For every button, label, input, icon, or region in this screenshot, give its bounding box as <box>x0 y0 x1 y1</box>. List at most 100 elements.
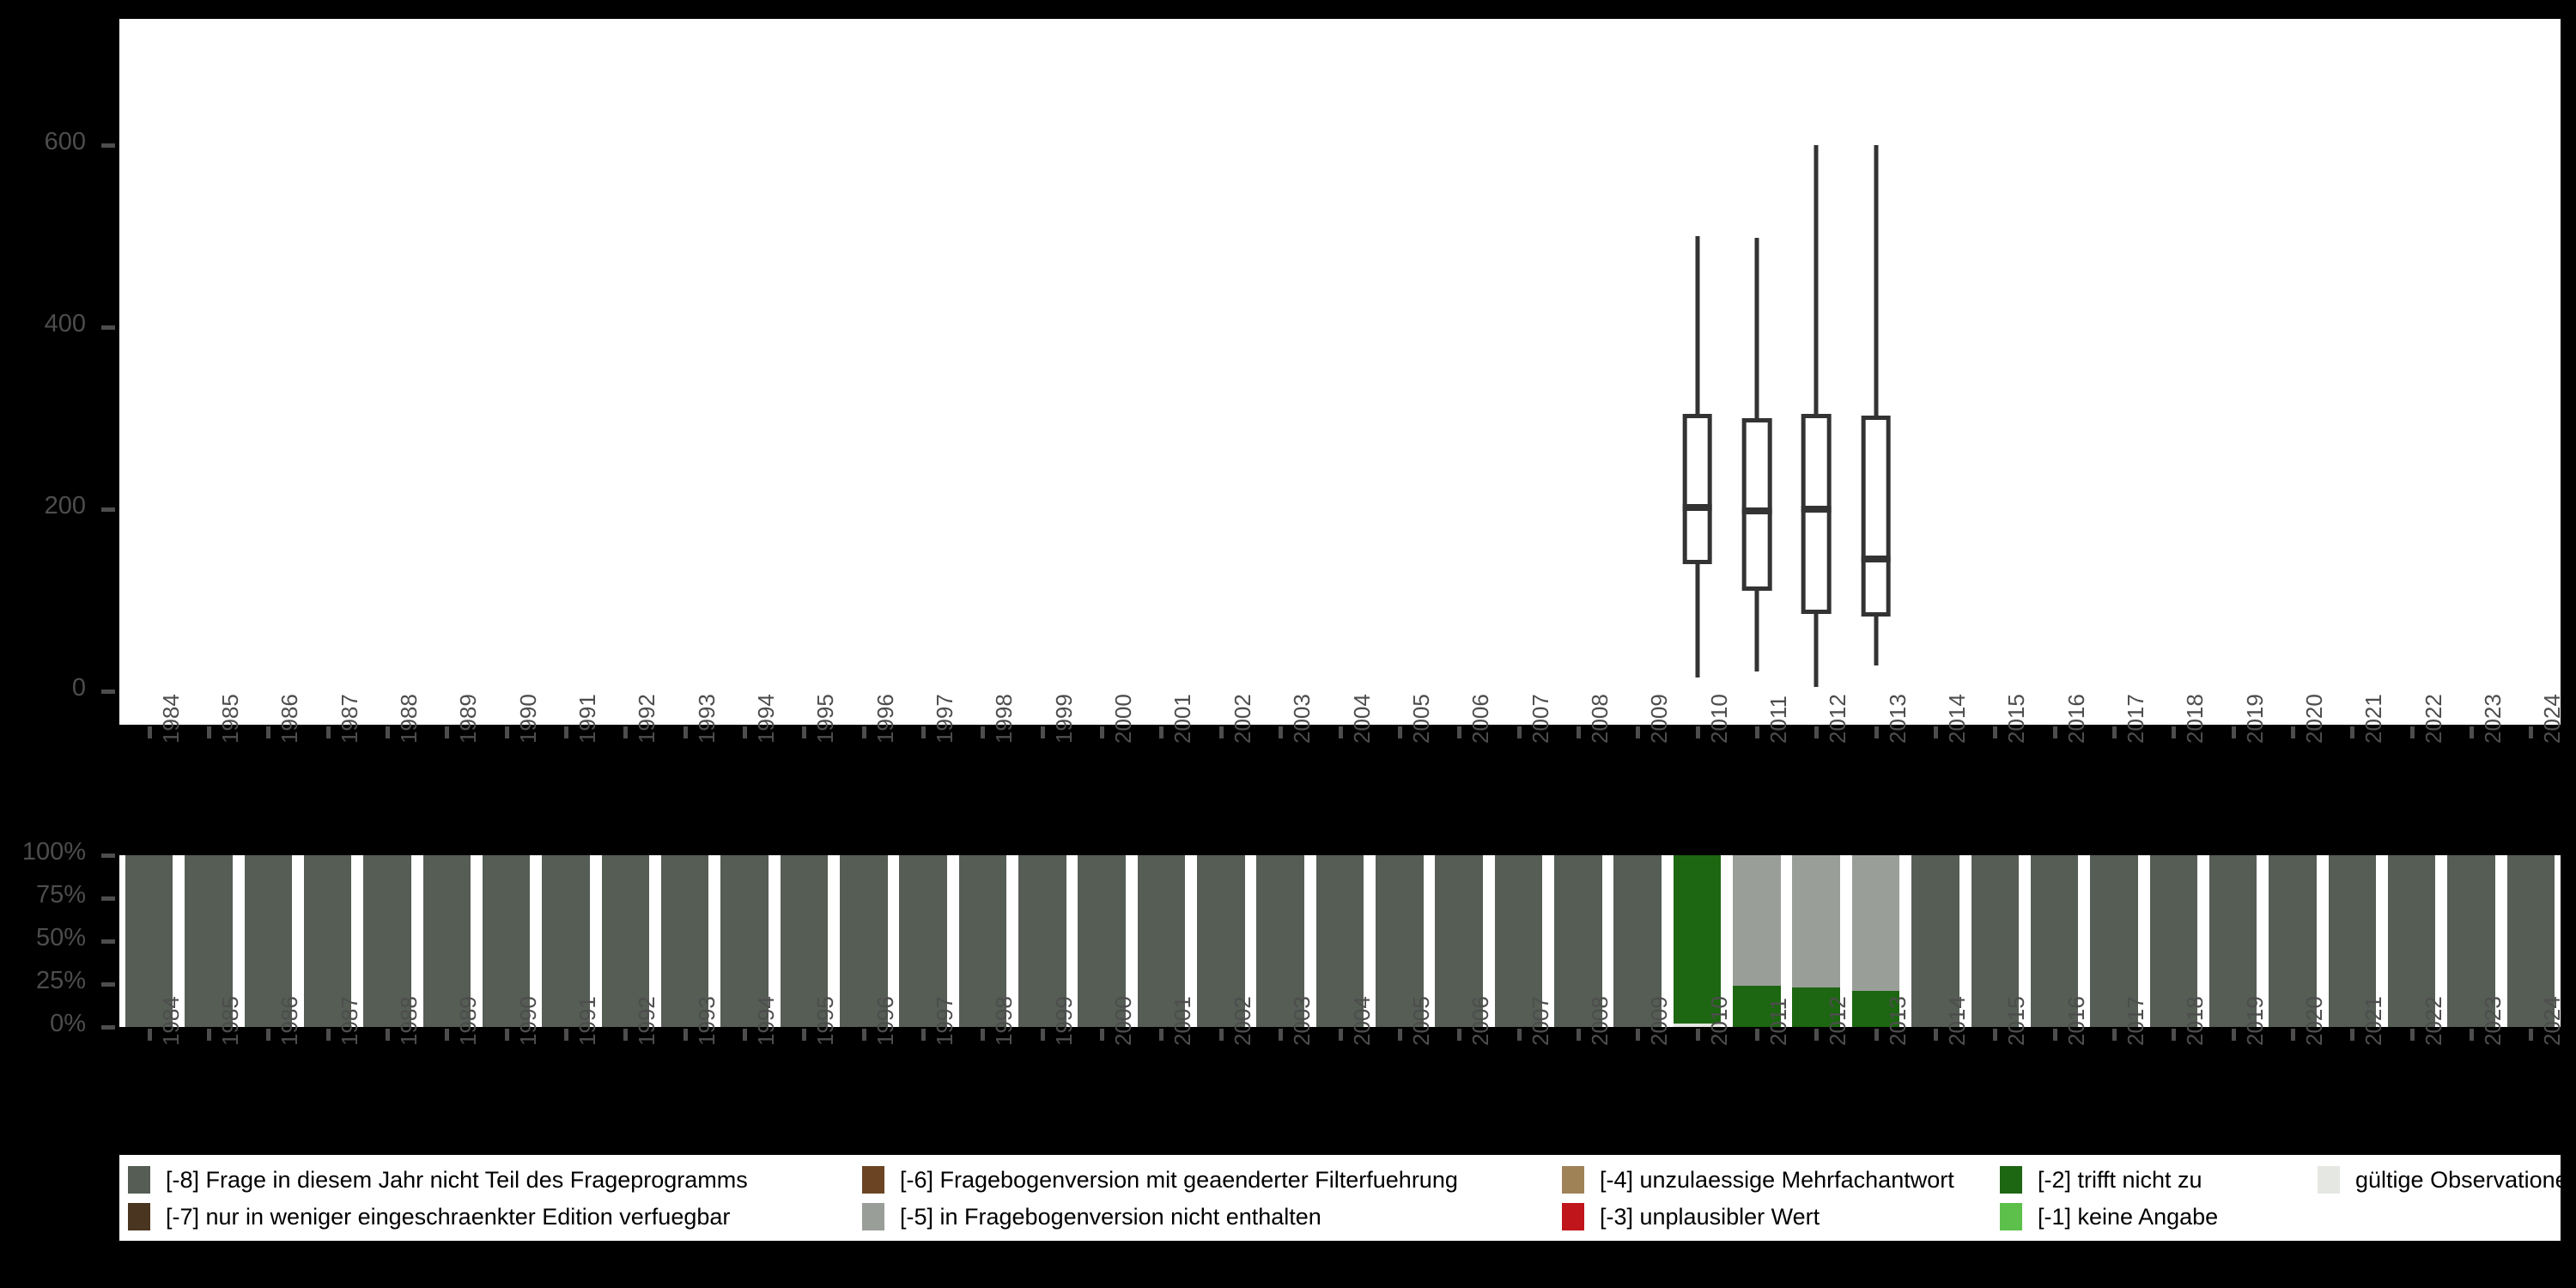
bar-segment--8 <box>1315 855 1364 1027</box>
bar-x-axis-year-label-2022: 2022 <box>2420 996 2446 1046</box>
stacked-bar-2019 <box>2208 855 2257 1027</box>
bar-x-axis-year-label-2004: 2004 <box>1348 996 1375 1046</box>
stacked-bar-2003 <box>1256 855 1304 1027</box>
bar-segment--8 <box>2447 855 2495 1027</box>
legend-item--6[interactable]: [-6] Fragebogenversion mit geaenderter F… <box>862 1163 1458 1196</box>
x-axis-tick-mark <box>1279 726 1284 738</box>
bar-x-axis-tick-mark <box>623 1029 629 1041</box>
bar-x-axis-year-label-2019: 2019 <box>2241 996 2268 1046</box>
bar-segment--5 <box>1851 855 1900 991</box>
percent-axis-tick-label: 0% <box>50 1010 86 1037</box>
x-axis-year-label-2010: 2010 <box>1705 694 1732 744</box>
boxplot-median <box>1741 507 1772 515</box>
x-axis-year-label-2022: 2022 <box>2420 694 2446 744</box>
bar-segment--8 <box>1078 855 1126 1027</box>
bar-x-axis-tick-mark <box>981 1029 986 1041</box>
bar-x-axis-tick-mark <box>1933 1029 1938 1041</box>
legend-item-valid[interactable]: gültige Observationen <box>2318 1163 2576 1196</box>
bar-x-axis-year-label-1987: 1987 <box>336 996 362 1046</box>
x-axis-tick-mark <box>1397 726 1402 738</box>
bar-segment--8 <box>1137 855 1186 1027</box>
stacked-bar-2008 <box>1554 855 1602 1027</box>
x-axis-tick-mark <box>1338 726 1343 738</box>
bar-segment--8 <box>2149 855 2197 1027</box>
bar-segment--8 <box>125 855 173 1027</box>
bar-x-axis-year-label-1999: 1999 <box>1050 996 1077 1046</box>
bar-x-axis-tick-mark <box>2529 1029 2534 1041</box>
boxplot-box <box>1861 415 1891 617</box>
x-axis-year-label-1989: 1989 <box>455 694 482 744</box>
bar-x-axis-year-label-2012: 2012 <box>1825 996 1851 1046</box>
x-axis-tick-mark <box>2409 726 2415 738</box>
stacked-bar-2010 <box>1673 855 1722 1027</box>
bar-x-axis-year-label-2010: 2010 <box>1705 996 1732 1046</box>
bar-x-axis-tick-mark <box>445 1029 450 1041</box>
bar-x-axis-year-label-2008: 2008 <box>1586 996 1613 1046</box>
legend-item--7[interactable]: [-7] nur in weniger eingeschraenkter Edi… <box>128 1200 730 1233</box>
legend-item--3[interactable]: [-3] unplausibler Wert <box>1562 1200 1820 1233</box>
stacked-bar-2009 <box>1613 855 1662 1027</box>
boxplot-box <box>1741 418 1772 592</box>
bar-x-axis-tick-mark <box>1159 1029 1164 1041</box>
legend-item--5[interactable]: [-5] in Fragebogenversion nicht enthalte… <box>862 1200 1321 1233</box>
x-axis-year-label-2001: 2001 <box>1170 694 1196 744</box>
x-axis-year-label-1985: 1985 <box>217 694 243 744</box>
x-axis-tick-mark <box>1159 726 1164 738</box>
x-axis-tick-mark <box>504 726 509 738</box>
legend-item--4[interactable]: [-4] unzulaessige Mehrfachantwort <box>1562 1163 1954 1196</box>
legend-item--8[interactable]: [-8] Frage in diesem Jahr nicht Teil des… <box>128 1163 748 1196</box>
x-axis-tick-mark <box>1933 726 1938 738</box>
percent-axis-tick-mark <box>101 939 115 944</box>
x-axis-tick-mark <box>147 726 152 738</box>
percent-axis-tick-mark <box>101 1025 115 1030</box>
bar-segment--2 <box>1851 991 1900 1027</box>
x-axis-year-label-2008: 2008 <box>1586 694 1613 744</box>
bar-segment--8 <box>1435 855 1483 1027</box>
bar-segment--8 <box>661 855 709 1027</box>
stacked-bar-1993 <box>661 855 709 1027</box>
legend-swatch-icon <box>862 1166 884 1194</box>
stacked-bar-2022 <box>2387 855 2436 1027</box>
bar-x-axis-year-label-2014: 2014 <box>1943 996 1970 1046</box>
bar-x-axis-year-label-2009: 2009 <box>1646 996 1673 1046</box>
x-axis-tick-mark <box>981 726 986 738</box>
bar-segment--8 <box>601 855 650 1027</box>
x-axis-year-label-1990: 1990 <box>514 694 541 744</box>
bar-x-axis-year-label-1998: 1998 <box>991 996 1018 1046</box>
legend-swatch-icon <box>128 1203 150 1230</box>
stacked-bar-1992 <box>601 855 650 1027</box>
stacked-bar-2013 <box>1851 855 1900 1027</box>
legend-item--1[interactable]: [-1] keine Angabe <box>2000 1200 2218 1233</box>
bar-segment--8 <box>958 855 1007 1027</box>
x-axis-tick-mark <box>1218 726 1224 738</box>
stacked-bar-1987 <box>303 855 352 1027</box>
bar-x-axis-tick-mark <box>1338 1029 1343 1041</box>
bar-segment--8 <box>780 855 829 1027</box>
legend-label: [-8] Frage in diesem Jahr nicht Teil des… <box>166 1166 748 1193</box>
x-axis-year-label-1994: 1994 <box>753 694 780 744</box>
stacked-bar-1986 <box>244 855 293 1027</box>
bar-segment--8 <box>2208 855 2257 1027</box>
boxplot-whisker <box>1874 145 1879 666</box>
stacked-bar-2012 <box>1792 855 1840 1027</box>
bar-segment--8 <box>1376 855 1424 1027</box>
bar-x-axis-tick-mark <box>1814 1029 1820 1041</box>
stacked-bar-1990 <box>482 855 531 1027</box>
bar-x-axis-tick-mark <box>802 1029 807 1041</box>
legend-item--2[interactable]: [-2] trifft nicht zu <box>2000 1163 2202 1196</box>
bar-segment--2 <box>1792 987 1840 1027</box>
x-axis-tick-mark <box>802 726 807 738</box>
boxplot-panel <box>119 19 2561 725</box>
stacked-bar-2004 <box>1315 855 1364 1027</box>
bar-x-axis-tick-mark <box>1695 1029 1700 1041</box>
stacked-bar-2000 <box>1078 855 1126 1027</box>
stacked-bar-1995 <box>780 855 829 1027</box>
x-axis-year-label-1999: 1999 <box>1050 694 1077 744</box>
bar-x-axis-tick-mark <box>1218 1029 1224 1041</box>
bar-x-axis-year-label-2002: 2002 <box>1229 996 1255 1046</box>
stacked-bar-2024 <box>2506 855 2555 1027</box>
bar-x-axis-tick-mark <box>1040 1029 1045 1041</box>
percent-axis-tick-label: 75% <box>35 881 86 908</box>
bar-x-axis-tick-mark <box>2172 1029 2177 1041</box>
x-axis-tick-mark <box>564 726 569 738</box>
